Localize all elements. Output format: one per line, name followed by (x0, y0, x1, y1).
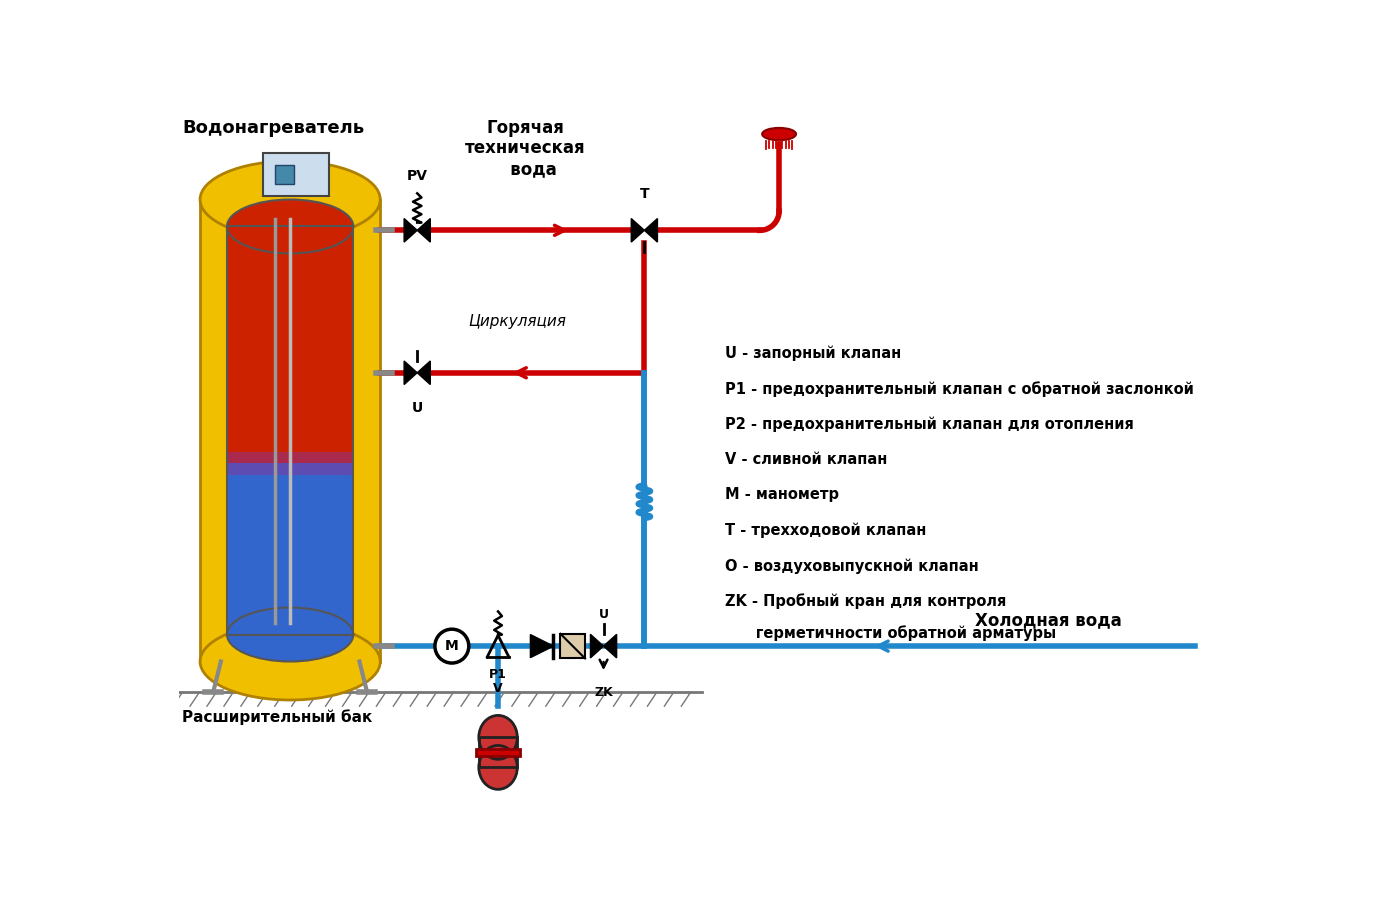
Ellipse shape (200, 161, 381, 238)
Polygon shape (227, 463, 353, 635)
Ellipse shape (479, 716, 517, 760)
Text: Горячая
техническая
   вода: Горячая техническая вода (465, 119, 585, 178)
Polygon shape (531, 635, 553, 658)
Text: T: T (640, 187, 650, 201)
Text: P1: P1 (489, 668, 507, 681)
Text: O - воздуховыпускной клапан: O - воздуховыпускной клапан (725, 558, 979, 574)
Polygon shape (631, 218, 644, 242)
Polygon shape (405, 361, 417, 385)
Polygon shape (476, 749, 519, 756)
Text: U - запорный клапан: U - запорный клапан (725, 346, 902, 361)
Text: M: M (445, 639, 459, 653)
Text: V - сливной клапан: V - сливной клапан (725, 452, 888, 467)
Polygon shape (644, 218, 658, 242)
Text: U: U (412, 401, 423, 415)
Text: U: U (599, 609, 609, 621)
Polygon shape (417, 361, 430, 385)
Polygon shape (603, 635, 616, 658)
Text: Расширительный бак: Расширительный бак (182, 709, 372, 725)
Ellipse shape (200, 623, 381, 700)
Polygon shape (479, 737, 517, 768)
Circle shape (435, 629, 469, 663)
Ellipse shape (227, 608, 353, 662)
Text: ZK: ZK (594, 686, 613, 699)
FancyBboxPatch shape (274, 165, 294, 184)
Polygon shape (200, 200, 381, 662)
Polygon shape (227, 227, 353, 463)
Text: Холодная вода: Холодная вода (976, 611, 1121, 629)
Ellipse shape (479, 745, 517, 789)
FancyBboxPatch shape (263, 154, 329, 196)
Text: P2 - предохранительный клапан для отопления: P2 - предохранительный клапан для отопле… (725, 416, 1134, 432)
Ellipse shape (762, 128, 797, 140)
Text: V: V (493, 681, 503, 695)
Polygon shape (405, 218, 417, 242)
Polygon shape (560, 634, 585, 658)
Text: ZK - Пробный кран для контроля: ZK - Пробный кран для контроля (725, 593, 1007, 610)
Ellipse shape (227, 200, 353, 254)
Text: Водонагреватель: Водонагреватель (182, 119, 364, 137)
Polygon shape (227, 451, 353, 475)
Polygon shape (417, 218, 430, 242)
Text: T - трехходовой клапан: T - трехходовой клапан (725, 523, 927, 539)
Text: Циркуляция: Циркуляция (469, 314, 566, 329)
Text: PV: PV (407, 169, 428, 182)
Text: герметичности обратной арматуры: герметичности обратной арматуры (725, 626, 1057, 641)
Text: P1 - предохранительный клапан с обратной заслонкой: P1 - предохранительный клапан с обратной… (725, 381, 1194, 397)
Text: M - манометр: M - манометр (725, 487, 839, 503)
Polygon shape (591, 635, 603, 658)
